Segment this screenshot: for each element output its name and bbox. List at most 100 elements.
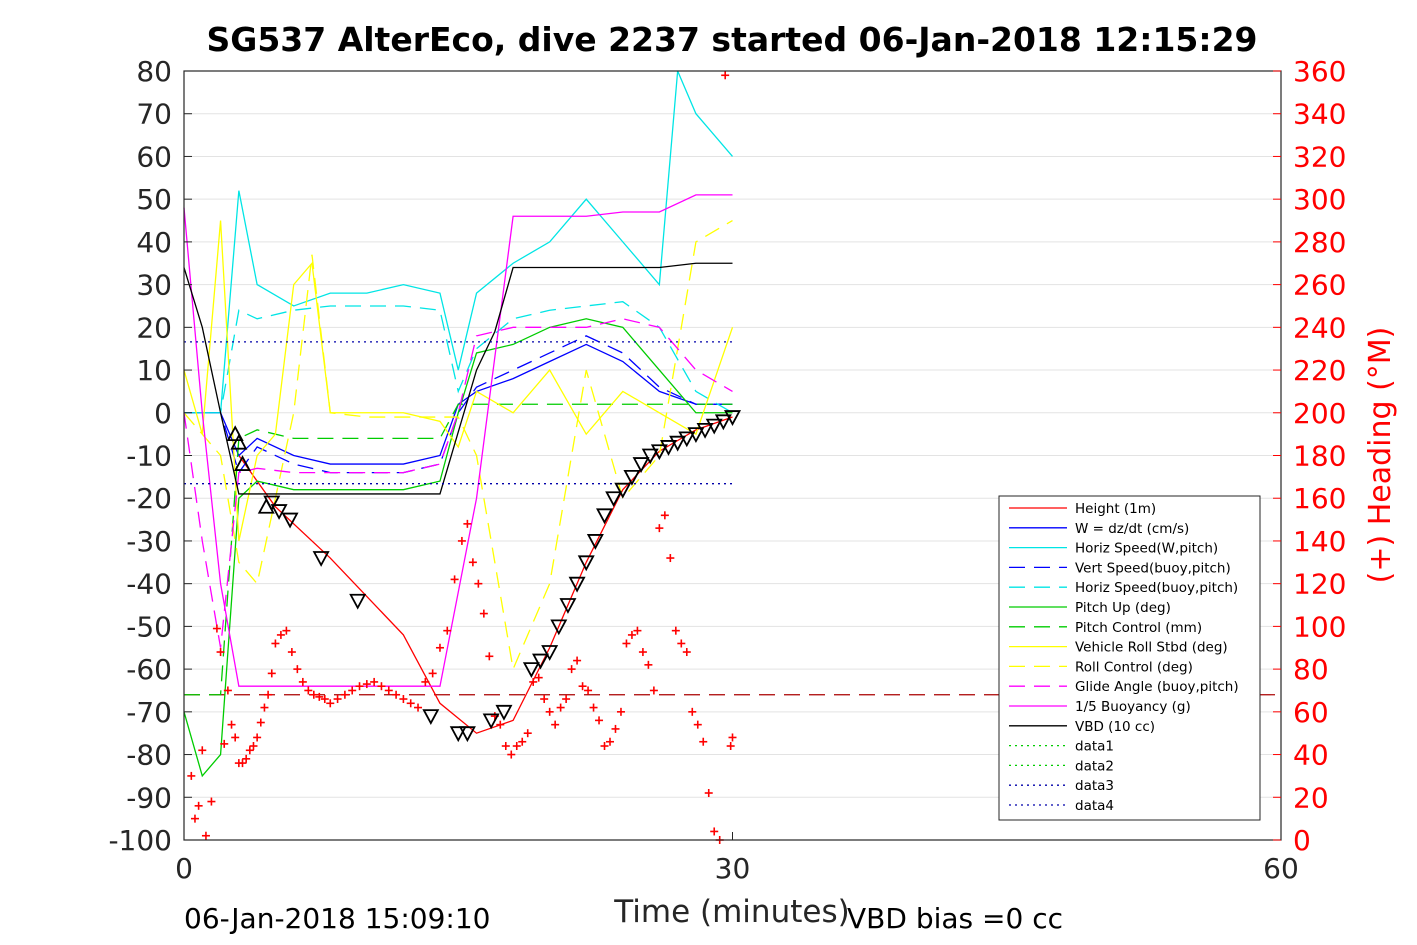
heading-point bbox=[589, 703, 598, 712]
heading-point bbox=[688, 707, 697, 716]
legend-label: VBD (10 cc) bbox=[1075, 719, 1155, 735]
y-right-tick-label: 180 bbox=[1293, 440, 1346, 473]
heading-point bbox=[600, 742, 609, 751]
heading-point bbox=[348, 686, 357, 695]
depth-marker bbox=[568, 576, 586, 593]
legend-label: Pitch Control (mm) bbox=[1075, 620, 1202, 636]
heading-point bbox=[666, 554, 675, 563]
legend-label: Vert Speed(buoy,pitch) bbox=[1075, 560, 1231, 576]
heading-point bbox=[399, 695, 408, 704]
legend-item: data4 bbox=[1009, 798, 1114, 814]
legend-label: 1/5 Buoyancy (g) bbox=[1075, 699, 1191, 715]
y-right-tick-label: 280 bbox=[1293, 226, 1346, 259]
legend-label: Horiz Speed(W,pitch) bbox=[1075, 541, 1218, 557]
series-line-11 bbox=[183, 262, 733, 495]
x-tick-label: 30 bbox=[715, 852, 751, 885]
legend-label: data4 bbox=[1075, 798, 1114, 814]
y-right-tick-label: 120 bbox=[1293, 568, 1346, 601]
legend-label: Roll Control (deg) bbox=[1075, 659, 1193, 675]
legend-label: Glide Angle (buoy,pitch) bbox=[1075, 679, 1239, 695]
y-tick-label: 80 bbox=[136, 55, 172, 88]
heading-point bbox=[562, 695, 571, 704]
heading-point bbox=[384, 686, 393, 695]
legend-item: Pitch Up (deg) bbox=[1009, 600, 1171, 616]
legend-item: Glide Angle (buoy,pitch) bbox=[1009, 679, 1239, 695]
heading-point bbox=[414, 703, 423, 712]
heading-point bbox=[249, 742, 258, 751]
heading-point bbox=[271, 639, 280, 648]
heading-point bbox=[287, 648, 296, 657]
heading-point bbox=[450, 575, 459, 584]
depth-marker bbox=[230, 433, 248, 450]
heading-point bbox=[704, 789, 713, 798]
y-right-tick-label: 240 bbox=[1293, 311, 1346, 344]
depth-marker bbox=[605, 491, 623, 508]
heading-point bbox=[406, 699, 415, 708]
depth-marker bbox=[226, 425, 244, 442]
legend-item: data3 bbox=[1009, 778, 1114, 794]
heading-point bbox=[523, 729, 532, 738]
heading-point bbox=[518, 737, 527, 746]
depth-marker bbox=[349, 593, 367, 610]
heading-point bbox=[392, 690, 401, 699]
y-tick-label: 0 bbox=[154, 397, 172, 430]
heading-point bbox=[355, 682, 364, 691]
y-right-tick-label: 0 bbox=[1293, 824, 1311, 857]
depth-marker bbox=[660, 440, 678, 456]
heading-point bbox=[485, 652, 494, 661]
marker-layer bbox=[187, 71, 742, 844]
y-tick-label: 10 bbox=[136, 354, 172, 387]
footer-vbd-bias: VBD bias =0 cc bbox=[847, 902, 1063, 935]
depth-marker bbox=[705, 418, 723, 435]
heading-point bbox=[512, 742, 521, 751]
heading-point bbox=[677, 639, 686, 648]
y-right-tick-label: 220 bbox=[1293, 354, 1346, 387]
depth-marker bbox=[559, 598, 577, 614]
heading-point bbox=[198, 746, 207, 755]
depth-marker bbox=[623, 469, 641, 486]
heading-point bbox=[682, 648, 691, 657]
depth-marker bbox=[458, 726, 476, 743]
series-line-10 bbox=[183, 194, 733, 687]
heading-point bbox=[216, 648, 225, 657]
depth-marker bbox=[233, 455, 252, 471]
depth-marker bbox=[614, 482, 632, 499]
heading-point bbox=[699, 737, 708, 746]
heading-point bbox=[567, 665, 576, 674]
heading-point bbox=[468, 558, 477, 567]
heading-point bbox=[443, 626, 452, 635]
depth-marker bbox=[650, 444, 668, 461]
depth-marker bbox=[532, 653, 550, 670]
legend-label: Horiz Speed(buoy,pitch) bbox=[1075, 580, 1238, 596]
heading-point bbox=[551, 720, 560, 729]
heading-point bbox=[507, 750, 516, 759]
heading-point bbox=[187, 771, 196, 780]
heading-point bbox=[584, 686, 593, 695]
heading-point bbox=[660, 511, 669, 520]
heading-point bbox=[315, 692, 324, 701]
heading-point bbox=[238, 759, 247, 768]
series-line-8 bbox=[183, 219, 733, 672]
chart-title: SG537 AlterEco, dive 2237 started 06-Jan… bbox=[206, 20, 1257, 59]
heading-point bbox=[622, 639, 631, 648]
heading-point bbox=[693, 720, 702, 729]
y-right-tick-label: 300 bbox=[1293, 183, 1346, 216]
heading-point bbox=[212, 624, 221, 633]
heading-point bbox=[253, 733, 262, 742]
heading-point bbox=[190, 814, 199, 823]
legend-item: 1/5 Buoyancy (g) bbox=[1009, 699, 1191, 715]
heading-point bbox=[556, 703, 565, 712]
footer-datetime: 06-Jan-2018 15:09:10 bbox=[184, 902, 490, 935]
heading-point bbox=[728, 733, 737, 742]
heading-point bbox=[726, 742, 735, 751]
heading-point bbox=[231, 733, 240, 742]
series-layer bbox=[183, 70, 1281, 778]
depth-marker bbox=[541, 645, 559, 661]
legend-item: Horiz Speed(W,pitch) bbox=[1009, 541, 1218, 557]
heading-point bbox=[309, 690, 318, 699]
depth-marker bbox=[449, 726, 467, 743]
heading-point bbox=[655, 524, 664, 533]
x-tick-label: 0 bbox=[175, 852, 193, 885]
y-right-tick-label: 260 bbox=[1293, 269, 1346, 302]
heading-point bbox=[201, 831, 210, 840]
